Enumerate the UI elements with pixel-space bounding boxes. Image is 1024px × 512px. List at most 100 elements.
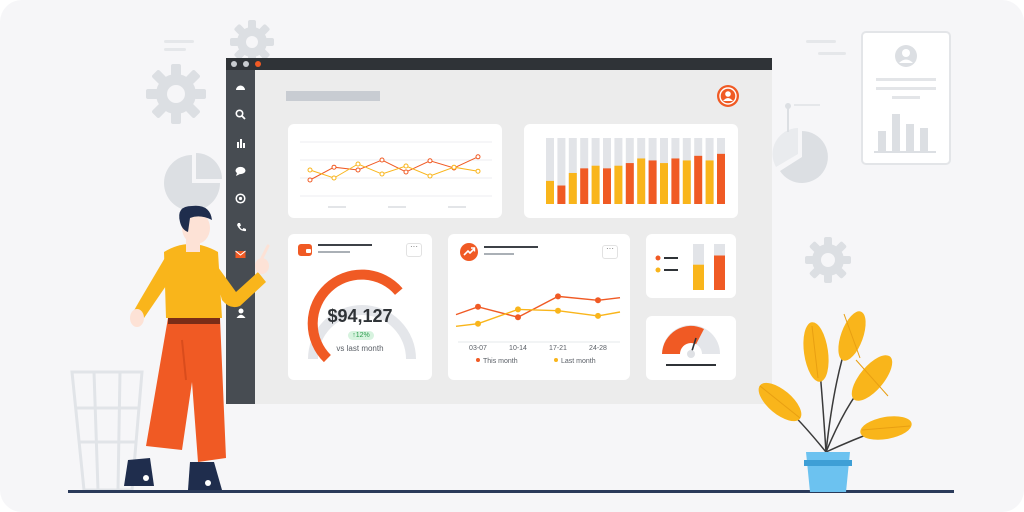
- revenue-card: ··· $94,127 ↑12% vs last month: [288, 234, 432, 380]
- bar: [693, 264, 704, 290]
- x-tick-label: 10-14: [509, 345, 527, 352]
- mini-bar-chart: [655, 244, 725, 290]
- data-point: [331, 175, 337, 181]
- pie-chart-icon: [164, 153, 222, 211]
- series-line: [455, 295, 621, 318]
- line-chart-card: [288, 124, 502, 218]
- decor-line: [818, 52, 846, 55]
- person-sweater: [164, 244, 222, 318]
- chat-icon[interactable]: [234, 164, 247, 177]
- speedometer-center: [680, 343, 702, 354]
- data-point: [307, 177, 313, 183]
- legend-this-month: This month: [476, 358, 518, 365]
- person-pants: [146, 318, 226, 462]
- bar: [694, 155, 703, 204]
- data-point: [515, 314, 521, 321]
- bar: [614, 165, 623, 204]
- weekly-line-card: ··· 03-07 10-14 17-21 24-28 This month Last…: [448, 234, 630, 380]
- user-icon[interactable]: [234, 306, 247, 319]
- card-title-placeholder: [318, 244, 372, 246]
- gear-icon: [146, 64, 206, 124]
- legend-dot: [655, 267, 661, 273]
- legend-label: This month: [483, 358, 518, 365]
- monthly-bar-chart: [546, 138, 725, 204]
- window-titlebar: [226, 58, 772, 70]
- bar-background: [557, 138, 566, 204]
- bar: [557, 185, 566, 204]
- bar-chart-icon[interactable]: [234, 136, 247, 149]
- dashboard-icon[interactable]: [234, 80, 247, 93]
- decor-line: [164, 48, 186, 51]
- window-control-maximize[interactable]: [255, 61, 261, 67]
- series-line: [309, 156, 479, 181]
- page-title-placeholder: [286, 91, 380, 101]
- card-subtitle-placeholder: [484, 253, 514, 255]
- bar: [705, 160, 714, 204]
- person-left-arm: [132, 256, 170, 318]
- profile-avatar-icon[interactable]: [717, 85, 739, 107]
- speedometer-label-line: [666, 364, 716, 366]
- axis-label-placeholder: [388, 206, 406, 208]
- card-menu-button[interactable]: ···: [602, 245, 618, 259]
- card-title-placeholder: [484, 246, 538, 248]
- x-tick-label: 03-07: [469, 345, 487, 352]
- series-line: [455, 308, 621, 327]
- speedometer-hub: [687, 350, 695, 358]
- sidebar: [226, 70, 255, 404]
- decor-line: [806, 40, 836, 43]
- data-point: [355, 167, 361, 173]
- bar-chart-card: [524, 124, 738, 218]
- card-subtitle-placeholder: [318, 251, 350, 253]
- bar: [546, 180, 554, 204]
- at-sign-icon[interactable]: [234, 192, 247, 205]
- ground-line: [68, 490, 954, 493]
- bar: [717, 153, 725, 204]
- search-icon[interactable]: [234, 108, 247, 121]
- bar-background: [568, 138, 577, 204]
- data-point: [555, 293, 561, 300]
- plant-pot: [806, 452, 850, 492]
- bar: [714, 255, 725, 290]
- data-point: [475, 168, 481, 174]
- window-control-close[interactable]: [231, 61, 237, 67]
- person-right-arm: [210, 256, 266, 308]
- decor-dot: [785, 103, 791, 109]
- weekly-line-chart: 03-07 10-14 17-21 24-28: [455, 293, 621, 352]
- data-point: [403, 163, 409, 169]
- window-control-minimize[interactable]: [243, 61, 249, 67]
- gear-icon: [805, 237, 851, 283]
- data-point: [379, 171, 385, 177]
- legend-dot: [655, 255, 661, 261]
- plant-leaves: [758, 311, 912, 440]
- mail-icon[interactable]: [234, 248, 247, 261]
- data-point: [427, 158, 433, 164]
- revenue-value: $94,127: [327, 306, 393, 326]
- phone-icon[interactable]: [234, 220, 247, 233]
- data-point: [555, 307, 561, 314]
- x-tick-label: 17-21: [549, 345, 567, 352]
- legend-label: Last month: [561, 358, 596, 365]
- bar: [580, 168, 589, 204]
- data-point: [403, 169, 409, 175]
- data-point: [475, 154, 481, 160]
- person-hair: [179, 205, 212, 232]
- decor-line: [164, 40, 194, 43]
- data-point: [595, 297, 601, 304]
- series-line: [309, 163, 479, 179]
- trend-line-chart: [300, 141, 492, 208]
- bar: [568, 172, 577, 204]
- plant-pot-rim: [804, 460, 852, 466]
- data-point: [595, 312, 601, 319]
- plant-leaf-veins: [759, 313, 911, 431]
- legend-line: [664, 269, 678, 271]
- speedometer-gauge: [662, 325, 720, 366]
- x-tick-label: 24-28: [589, 345, 607, 352]
- revenue-gauge: [307, 269, 416, 363]
- card-menu-button[interactable]: ···: [406, 243, 422, 257]
- trending-up-icon: [460, 243, 478, 261]
- revenue-caption: vs last month: [336, 344, 384, 353]
